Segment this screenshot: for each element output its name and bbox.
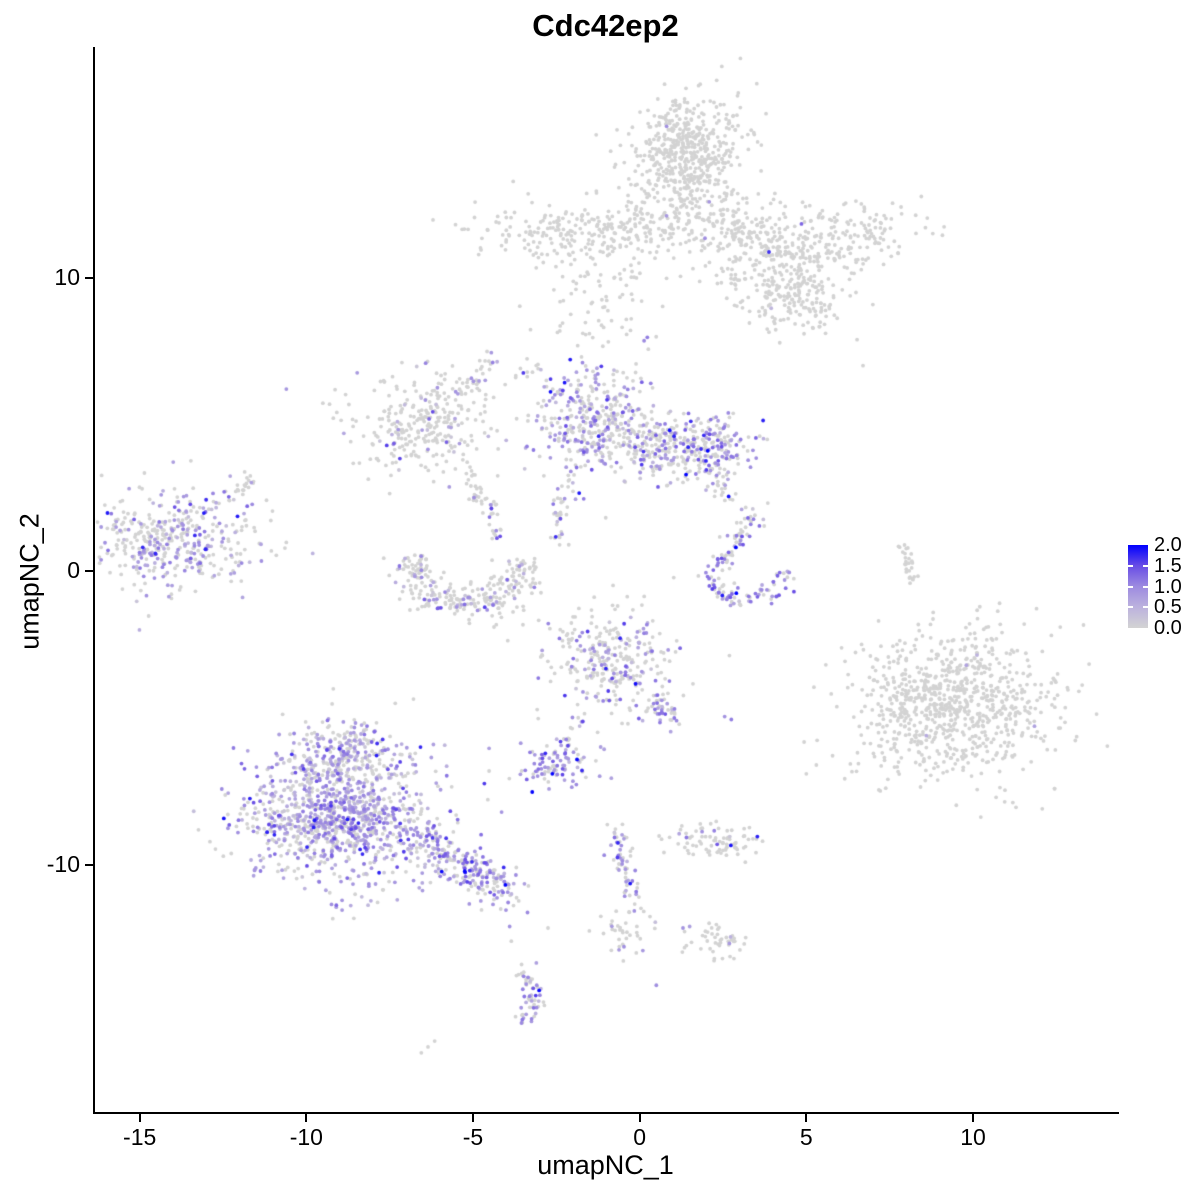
y-tick-mark xyxy=(85,276,93,279)
y-tick-label: 0 xyxy=(67,557,80,584)
legend-tick-notch xyxy=(1143,564,1148,567)
legend-tick-notch xyxy=(1128,606,1133,609)
x-tick-mark xyxy=(472,1114,474,1122)
legend-tick-notch xyxy=(1128,564,1133,567)
y-axis-line xyxy=(93,47,95,1114)
legend-tick-label: 1.5 xyxy=(1154,554,1182,577)
x-axis-line xyxy=(93,1112,1119,1114)
x-tick-label: -15 xyxy=(123,1124,157,1150)
x-tick-label: -5 xyxy=(462,1124,484,1150)
legend-tick-label: 0.5 xyxy=(1154,596,1182,619)
x-tick-label: 0 xyxy=(633,1124,647,1150)
y-tick-label: 10 xyxy=(54,263,80,290)
legend-tick-notch xyxy=(1128,585,1133,588)
x-tick-mark xyxy=(805,1114,808,1122)
x-tick-label: 5 xyxy=(799,1124,813,1150)
legend-tick-notch xyxy=(1143,585,1148,588)
legend-tick-notch xyxy=(1143,606,1148,609)
legend-tick-label: 2.0 xyxy=(1154,534,1182,556)
x-tick-label: -10 xyxy=(289,1124,323,1150)
y-axis-label: umapNC_2 xyxy=(14,513,45,650)
x-tick-mark xyxy=(638,1114,641,1122)
x-tick-label: 10 xyxy=(960,1124,986,1150)
y-tick-mark xyxy=(85,570,93,573)
x-tick-mark xyxy=(972,1114,974,1122)
plot-title: Cdc42ep2 xyxy=(532,8,679,43)
x-axis-label: umapNC_1 xyxy=(537,1150,674,1180)
x-tick-mark xyxy=(138,1114,141,1122)
y-tick-label: -10 xyxy=(46,850,80,877)
legend-tick-label: 1.0 xyxy=(1154,575,1182,598)
y-tick-mark xyxy=(85,863,93,866)
x-tick-mark xyxy=(305,1114,308,1122)
legend-tick-label: 0.0 xyxy=(1154,617,1182,639)
